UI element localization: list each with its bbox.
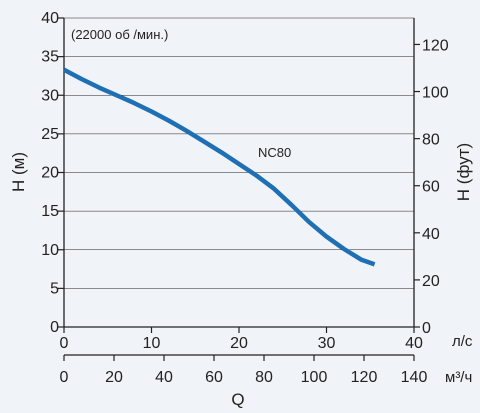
gridlines [64,17,414,289]
y-right-tick-label: 100 [422,85,449,102]
y-left-tick-label: 0 [50,319,59,336]
x-bottom-tick-label: 60 [205,369,223,386]
y-right-tick-label: 60 [422,179,440,196]
x-bottom-tick-label: 120 [351,369,378,386]
y-right-tick-label: 80 [422,132,440,149]
x-top-tick-label: 40 [405,335,423,352]
x-top-tick-label: 30 [318,335,336,352]
y-left-tick-label: 30 [41,87,59,104]
axes [58,17,420,361]
chart-note: (22000 об /мин.) [71,27,168,42]
series-label-nc80: NC80 [258,145,291,160]
y-left-tick-label: 35 [41,49,59,66]
x-top-tick-label: 20 [230,335,248,352]
y-right-tick-label: 120 [422,37,449,54]
y-left-tick-label: 15 [41,203,59,220]
x-bottom-tick-label: 140 [401,369,428,386]
y-left-tick-label: 40 [41,10,59,27]
y-left-tick-label: 5 [50,280,59,297]
x-top-tick-label: 0 [60,335,69,352]
x-bottom-tick-label: 20 [105,369,123,386]
y-left-tick-label: 10 [41,242,59,259]
series-line-nc80 [62,67,376,267]
series-layer [62,67,376,267]
x-bottom-tick-label: 80 [255,369,273,386]
y-right-axis-label: H (фут) [454,143,473,201]
y-left-tick-label: 25 [41,126,59,143]
y-left-tick-label: 20 [41,165,59,182]
x-bottom-tick-label: 40 [155,369,173,386]
x-bottom-unit-label: м³/ч [445,369,472,386]
y-right-tick-label: 40 [422,226,440,243]
x-bottom-tick-label: 100 [301,369,328,386]
x-top-unit-label: л/с [452,333,473,350]
y-right-tick-label: 0 [422,320,431,337]
y-left-axis-label: H (м) [9,152,28,192]
y-right-tick-label: 20 [422,273,440,290]
x-top-tick-label: 10 [143,335,161,352]
x-axis-label: Q [231,390,244,409]
x-bottom-tick-label: 0 [60,369,69,386]
